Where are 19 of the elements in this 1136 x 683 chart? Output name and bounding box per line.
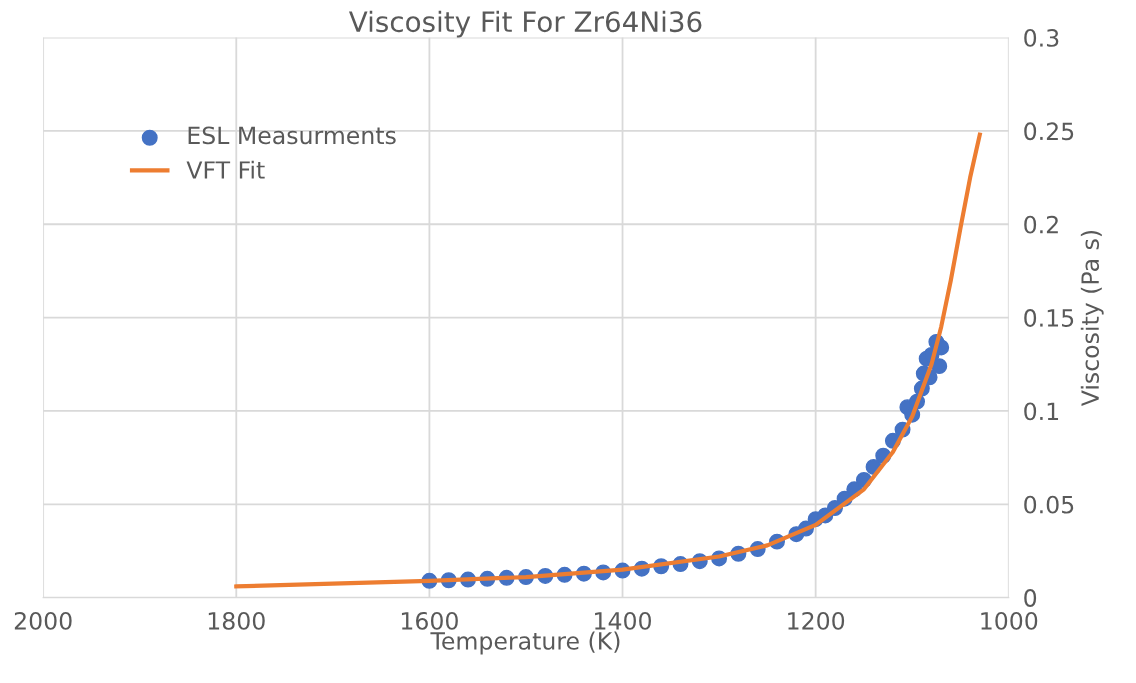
x-tick-label: 1400: [595, 611, 651, 630]
x-tick-label: 1200: [788, 611, 845, 630]
y-tick-label: 0.15: [1024, 309, 1074, 327]
y-tick-label: 0.05: [1024, 495, 1074, 514]
y-axis-title: Viscosity (Pa s): [1080, 230, 1104, 407]
y-tick-label: 0.25: [1024, 122, 1074, 141]
x-tick-label: 2000: [14, 611, 72, 630]
y-tick-label: 0.1: [1024, 402, 1059, 421]
x-tick-label: 1800: [208, 611, 265, 630]
point: [931, 358, 948, 375]
y-tick-label: 0: [1024, 589, 1037, 607]
x-tick-label: 1600: [401, 611, 458, 630]
y-tick-label: 0.3: [1024, 29, 1059, 47]
chart-title: Viscosity Fit For Zr64Ni36: [348, 10, 702, 38]
y-tick-label: 0.2: [1024, 215, 1058, 234]
x-tick-label: 1000: [981, 611, 1038, 630]
legend-label: ESL Measurments: [188, 126, 396, 145]
legend-label: VFT Fit: [186, 160, 265, 179]
x-axis-title: Temperature (K): [430, 631, 620, 655]
